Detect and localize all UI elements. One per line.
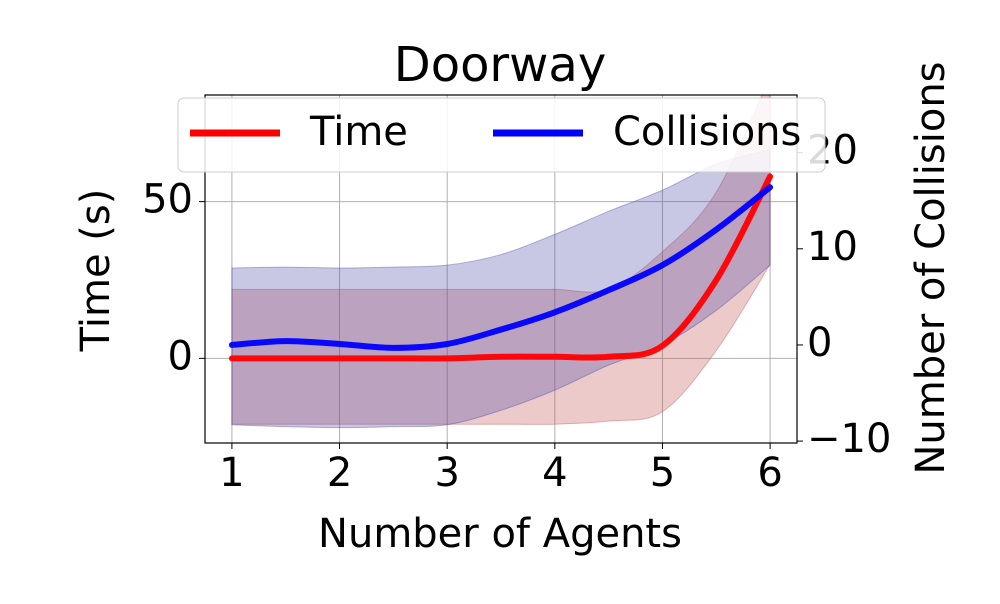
x-tick-label: 5 [650,450,675,496]
y2-tick-label: −10 [807,416,891,462]
chart-title: Doorway [394,37,607,93]
x-tick-label: 2 [327,450,352,496]
y-tick-label: 0 [168,333,193,379]
y2-axis-label: Number of Collisions [908,61,954,474]
y-tick-label: 50 [142,177,193,223]
y2-tick-label: 10 [807,224,858,270]
series-line [228,184,774,351]
legend-label: Collisions [613,109,801,155]
series-line [228,173,774,362]
x-tick-label: 4 [542,450,567,496]
x-axis-label: Number of Agents [318,511,682,557]
y2-tick-label: 0 [807,320,832,366]
x-tick-label: 3 [434,450,459,496]
legend: Time Collisions [177,97,826,173]
x-tick-label: 6 [757,450,782,496]
plot-frame [204,94,798,444]
legend-label: Time [309,109,408,155]
lines [228,173,774,362]
confidence-band [231,95,771,425]
y-axis-label: Time (s) [73,189,119,353]
x-tick-label: 1 [219,450,244,496]
